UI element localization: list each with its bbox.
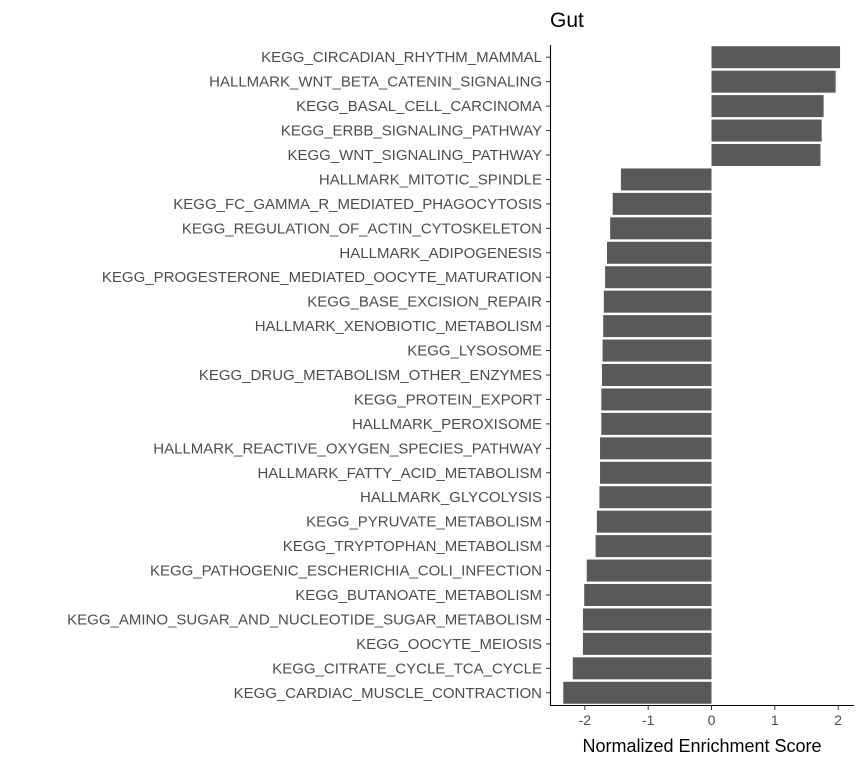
- bar-9: [605, 266, 712, 289]
- category-label: HALLMARK_MITOTIC_SPINDLE: [319, 171, 542, 188]
- category-label: HALLMARK_REACTIVE_OXYGEN_SPECIES_PATHWAY: [153, 440, 542, 457]
- bar-14: [601, 388, 712, 411]
- x-tick-label: 2: [834, 712, 842, 728]
- category-label: HALLMARK_XENOBIOTIC_METABOLISM: [255, 318, 542, 335]
- bar-1: [711, 70, 836, 93]
- chart-title: Gut: [550, 9, 584, 32]
- category-label: HALLMARK_PEROXISOME: [352, 416, 542, 433]
- category-label: KEGG_PROGESTERONE_MEDIATED_OOCYTE_MATURA…: [102, 269, 542, 286]
- category-label: KEGG_DRUG_METABOLISM_OTHER_ENZYMES: [199, 367, 542, 384]
- category-label: HALLMARK_FATTY_ACID_METABOLISM: [257, 465, 542, 482]
- bar-6: [612, 192, 712, 215]
- bar-18: [599, 486, 712, 509]
- category-label: KEGG_OOCYTE_MEIOSIS: [356, 636, 542, 653]
- bar-13: [601, 364, 712, 386]
- category-label: KEGG_AMINO_SUGAR_AND_NUCLEOTIDE_SUGAR_ME…: [67, 611, 542, 628]
- bar-25: [572, 657, 712, 680]
- x-tick-label: -1: [642, 712, 655, 728]
- bar-2: [711, 95, 824, 118]
- bar-11: [603, 315, 712, 338]
- bar-17: [600, 461, 712, 484]
- bar-8: [607, 241, 712, 264]
- x-axis-title: Normalized Enrichment Score: [582, 736, 821, 756]
- category-label: KEGG_BASAL_CELL_CARCINOMA: [296, 98, 542, 115]
- category-label: KEGG_WNT_SIGNALING_PATHWAY: [288, 147, 543, 164]
- category-label: KEGG_REGULATION_OF_ACTIN_CYTOSKELETON: [182, 220, 542, 237]
- category-label: KEGG_CITRATE_CYCLE_TCA_CYCLE: [272, 660, 542, 677]
- category-label: KEGG_PATHOGENIC_ESCHERICHIA_COLI_INFECTI…: [150, 563, 542, 580]
- category-label: KEGG_TRYPTOPHAN_METABOLISM: [283, 538, 542, 555]
- category-label: KEGG_LYSOSOME: [407, 343, 542, 360]
- bar-20: [595, 535, 712, 558]
- category-label: KEGG_FC_GAMMA_R_MEDIATED_PHAGOCYTOSIS: [173, 196, 542, 213]
- category-label: KEGG_PROTEIN_EXPORT: [354, 391, 542, 408]
- bar-7: [610, 217, 712, 240]
- bar-5: [620, 168, 712, 191]
- category-labels: KEGG_CIRCADIAN_RHYTHM_MAMMAL HALLMARK_WNT…: [67, 49, 550, 702]
- bar-15: [601, 412, 712, 435]
- bar-10: [603, 290, 712, 313]
- bar-3: [711, 119, 822, 142]
- category-label: KEGG_PYRUVATE_METABOLISM: [306, 514, 542, 531]
- bars-layer: [563, 46, 841, 704]
- category-label: KEGG_BASE_EXCISION_REPAIR: [307, 294, 542, 311]
- x-axis-ticks: -2 -1 0 1 2: [579, 705, 842, 728]
- bar-21: [586, 559, 712, 582]
- bar-22: [584, 584, 712, 606]
- category-label: KEGG_BUTANOATE_METABOLISM: [295, 587, 542, 604]
- bar-16: [600, 437, 712, 460]
- x-tick-label: -2: [579, 712, 592, 728]
- bar-23: [582, 608, 712, 631]
- bar-19: [596, 510, 712, 533]
- bar-26: [563, 681, 712, 704]
- bar-24: [582, 632, 712, 655]
- category-label: KEGG_ERBB_SIGNALING_PATHWAY: [281, 123, 542, 140]
- category-label: KEGG_CIRCADIAN_RHYTHM_MAMMAL: [261, 49, 542, 66]
- category-label: KEGG_CARDIAC_MUSCLE_CONTRACTION: [234, 685, 542, 702]
- category-label: HALLMARK_WNT_BETA_CATENIN_SIGNALING: [209, 74, 542, 91]
- category-label: HALLMARK_ADIPOGENESIS: [339, 245, 542, 262]
- x-tick-label: 1: [771, 712, 779, 728]
- category-label: HALLMARK_GLYCOLYSIS: [360, 489, 542, 506]
- bar-0: [711, 46, 841, 69]
- bar-12: [602, 339, 712, 362]
- x-tick-label: 0: [708, 712, 716, 728]
- bar-4: [711, 144, 821, 166]
